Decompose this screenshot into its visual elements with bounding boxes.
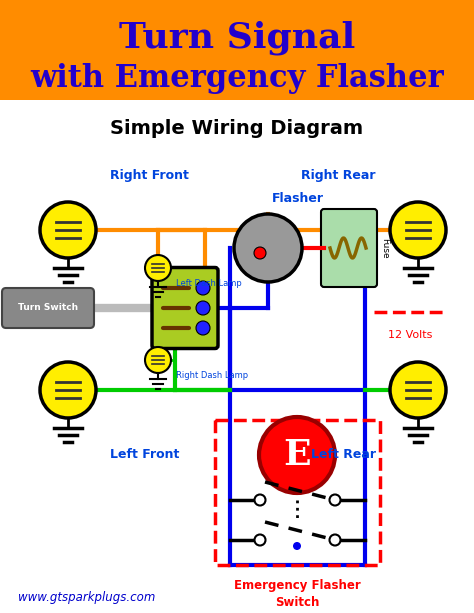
Circle shape bbox=[329, 495, 340, 506]
Text: Left Front: Left Front bbox=[110, 449, 179, 462]
Text: Fuse: Fuse bbox=[380, 238, 389, 258]
Circle shape bbox=[196, 321, 210, 335]
Circle shape bbox=[40, 202, 96, 258]
Circle shape bbox=[255, 495, 265, 506]
Circle shape bbox=[259, 417, 335, 493]
Text: Right Front: Right Front bbox=[110, 169, 189, 181]
Text: Simple Wiring Diagram: Simple Wiring Diagram bbox=[110, 118, 364, 137]
FancyBboxPatch shape bbox=[321, 209, 377, 287]
Text: with Emergency Flasher: with Emergency Flasher bbox=[30, 63, 444, 94]
Text: E: E bbox=[283, 438, 311, 472]
Circle shape bbox=[254, 247, 266, 259]
Text: Emergency Flasher
Switch: Emergency Flasher Switch bbox=[234, 579, 360, 609]
Text: Turn Signal: Turn Signal bbox=[119, 21, 355, 55]
FancyBboxPatch shape bbox=[2, 288, 94, 328]
Text: Flasher: Flasher bbox=[272, 191, 324, 205]
Text: Left Dash Lamp: Left Dash Lamp bbox=[176, 280, 242, 289]
Text: Left Rear: Left Rear bbox=[311, 449, 376, 462]
Text: Right Rear: Right Rear bbox=[301, 169, 376, 181]
Text: Turn Switch: Turn Switch bbox=[18, 303, 78, 313]
Circle shape bbox=[390, 202, 446, 258]
Text: www.gtsparkplugs.com: www.gtsparkplugs.com bbox=[18, 592, 155, 604]
Bar bbox=[0, 0, 474, 100]
Text: Right Dash Lamp: Right Dash Lamp bbox=[176, 371, 248, 381]
Text: 12 Volts: 12 Volts bbox=[388, 330, 432, 340]
Circle shape bbox=[329, 535, 340, 546]
FancyBboxPatch shape bbox=[152, 267, 218, 349]
Circle shape bbox=[390, 362, 446, 418]
Circle shape bbox=[293, 542, 301, 550]
Circle shape bbox=[234, 214, 302, 282]
Circle shape bbox=[196, 301, 210, 315]
Circle shape bbox=[196, 281, 210, 295]
Circle shape bbox=[255, 535, 265, 546]
Circle shape bbox=[145, 347, 171, 373]
Circle shape bbox=[145, 255, 171, 281]
Circle shape bbox=[40, 362, 96, 418]
